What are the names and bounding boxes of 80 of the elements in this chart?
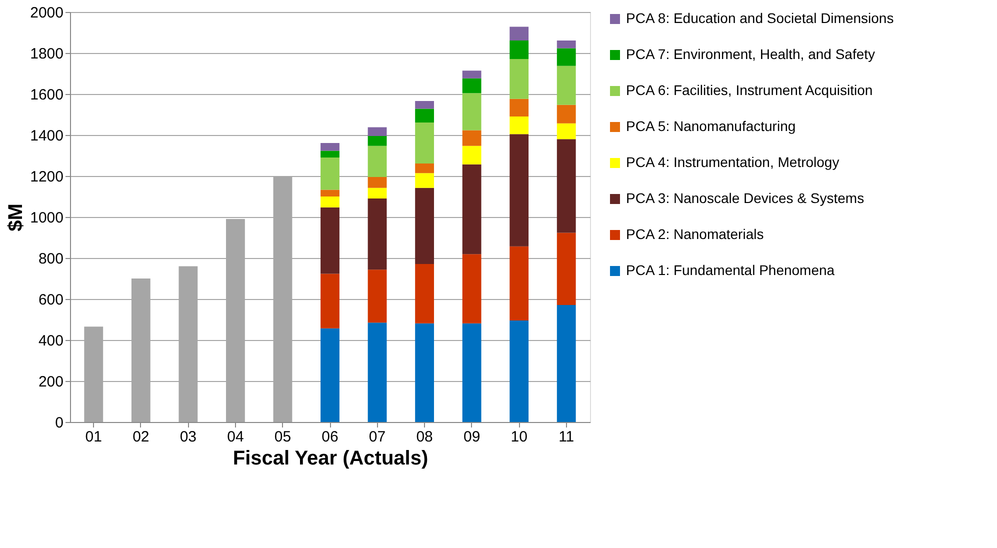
bar [462,70,482,78]
y-tick-label: 1000 [30,210,64,226]
bar [510,134,529,246]
y-axis-title: $M [5,204,28,232]
bar [415,323,434,422]
bar [415,264,434,324]
y-tick-label: 600 [38,292,64,308]
bar [415,100,434,109]
bar [556,123,576,140]
bar [510,98,529,117]
x-tick-label: 07 [368,428,386,446]
legend-label: PCA 7: Environment, Health, and Safety [626,46,876,62]
bar [556,232,576,305]
bar [510,58,529,99]
legend-label: PCA 1: Fundamental Phenomena [626,262,835,278]
bar [320,207,340,274]
bar [368,127,387,136]
legend-label: PCA 6: Facilities, Instrument Acquisition [626,82,873,98]
bar [320,190,340,196]
bar [415,108,434,122]
y-tick-label: 1400 [30,128,64,144]
bar [320,328,340,422]
bar [320,150,340,158]
bar [462,130,482,146]
bar [462,323,482,422]
bar [556,104,576,124]
x-tick-label: 08 [416,428,433,446]
y-tick-label: 200 [38,374,64,390]
x-tick-label: 10 [510,428,528,446]
legend-label: PCA 8: Education and Societal Dimensions [626,10,894,26]
bar [462,93,482,130]
y-tick-label: 2000 [30,4,64,22]
y-tick-label: 1800 [30,46,64,62]
bar [462,164,482,254]
legend-label: PCA 3: Nanoscale Devices & Systems [626,190,864,206]
bar [510,116,529,134]
x-tick-label: 11 [558,428,574,446]
bar [368,177,387,188]
bar [556,66,576,105]
x-tick-label: 05 [274,428,292,446]
legend-label: PCA 4: Instrumentation, Metrology [626,154,840,170]
bar [415,173,434,188]
x-tick-label: 06 [322,428,338,446]
x-tick-label: 09 [463,428,480,446]
x-tick-label: 02 [132,428,150,446]
y-tick-label: 1200 [30,168,64,186]
bar [510,246,529,321]
bar [415,122,434,164]
bar [462,254,482,324]
legend-label: PCA 2: Nanomaterials [626,226,764,242]
bar [556,139,576,233]
bar [556,48,576,66]
bar [368,322,387,422]
bar [368,270,387,323]
bar [320,142,340,151]
bar [462,146,482,164]
bar [368,188,387,199]
bar [415,163,434,174]
bar [510,26,529,40]
bar [368,136,387,146]
bar [368,198,387,270]
bar [556,304,576,422]
x-axis-title: Fiscal Year (Actuals) [232,448,428,470]
bar [510,320,529,422]
bar [320,274,340,328]
x-tick-label: 01 [85,428,102,446]
bar [320,158,340,190]
x-tick-label: 03 [180,428,197,446]
y-tick-label: 0 [55,414,64,432]
y-tick-label: 400 [38,332,64,350]
x-tick-label: 04 [227,428,244,446]
bar [415,188,434,264]
legend-label: PCA 5: Nanomanufacturing [626,118,796,134]
bar [556,40,576,48]
bar [510,40,529,59]
bar [320,196,340,208]
y-tick-label: 800 [38,250,64,268]
bar [462,78,482,94]
y-tick-label: 1600 [30,86,64,104]
bar [368,146,387,178]
